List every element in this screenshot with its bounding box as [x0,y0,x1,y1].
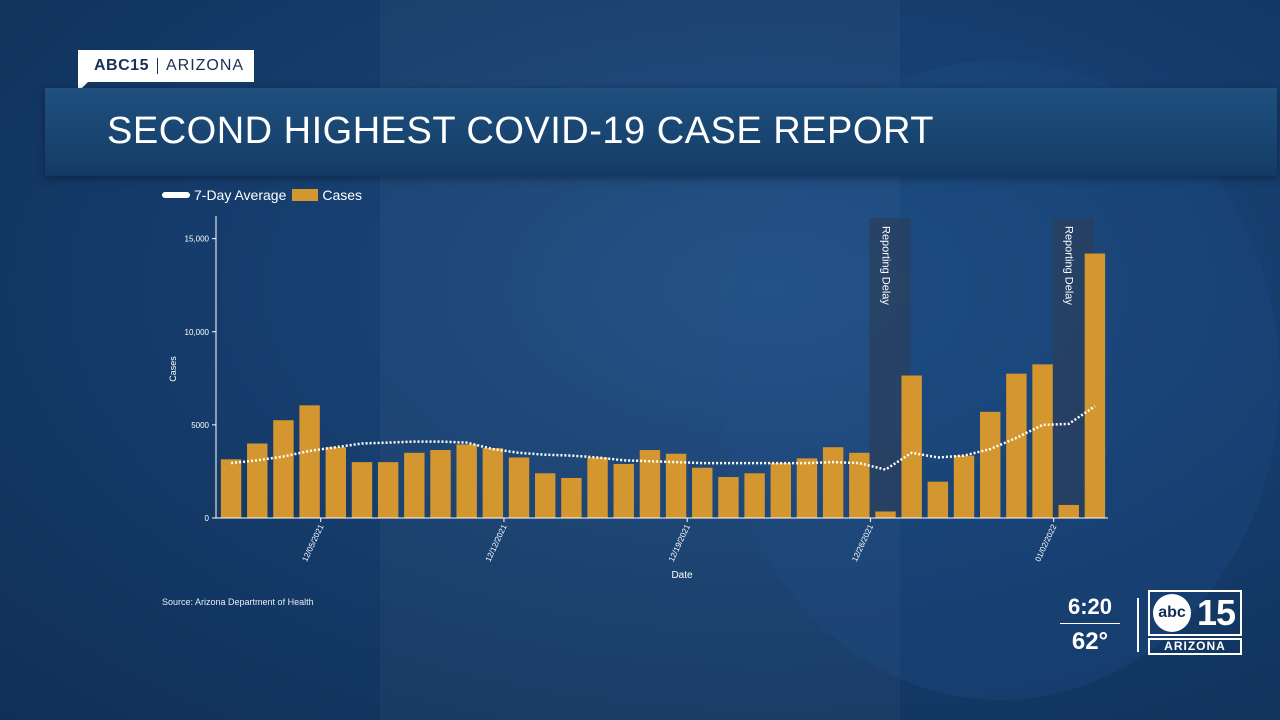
case-bar [561,477,582,518]
case-bar [404,452,425,518]
case-bar [430,450,451,518]
abc-logo-icon: abc [1153,594,1191,632]
case-bar [351,462,373,518]
clock-separator [1137,598,1139,652]
brand-tag: ABC15 ARIZONA [78,50,255,82]
case-bar [822,447,844,518]
x-axis-label: Date [671,570,693,581]
clock-widget: 6:20 62° [1060,594,1120,656]
reporting-delay-label: Reporting Delay [880,226,892,305]
case-bar [247,443,268,518]
x-tick-label: 01/02/2022 [1033,523,1058,564]
case-bar [482,448,504,518]
case-bar [692,467,713,518]
case-bar [770,463,792,518]
y-tick-label: 0 [205,514,210,523]
station-logo-mark: abc 15 [1148,590,1242,636]
brand-tag-notch [78,82,88,92]
brand-network: ABC15 [94,57,149,74]
case-bar [220,459,242,518]
y-axis-label: Cases [168,356,178,382]
clock-divider [1060,623,1120,624]
chart-area: Reporting Delay Reporting Delay 0 5000 10,00… [148,180,1128,615]
legend-bar-label: Cases [322,187,363,203]
brand-region: ARIZONA [165,57,245,74]
case-bar [508,457,530,518]
clock-temperature: 62° [1071,628,1109,655]
x-tick-label: 12/05/2021 [300,523,325,564]
case-bar [1032,364,1053,518]
case-bar [273,420,294,518]
case-bar [744,473,765,518]
headline: SECOND HIGHEST COVID-19 CASE REPORT [107,110,934,152]
case-bar [613,463,634,518]
case-bar [456,444,477,518]
case-bar [587,457,608,518]
x-tick-label: 12/26/2021 [850,523,875,564]
case-bar [901,375,922,518]
legend-bar-swatch [292,189,319,201]
chart-source: Source: Arizona Department of Health [162,597,314,607]
brand-separator [156,58,158,74]
y-tick-label: 10,000 [185,328,210,337]
reporting-delay-label: Reporting Delay [1063,226,1075,305]
case-bar [299,405,320,518]
case-bar [325,447,347,518]
case-bar [953,455,975,518]
station-number: 15 [1197,592,1236,633]
case-bar [639,450,661,518]
legend-line-label: 7-Day Average [194,187,287,203]
legend-line-swatch [162,192,190,198]
seven-day-average-line [230,405,1096,471]
case-bar [665,453,687,518]
cases-chart: Reporting Delay Reporting Delay 0 5000 10,00… [168,216,1108,581]
case-bar [1058,504,1079,518]
case-bar [1006,373,1027,518]
chart-legend: 7-Day Average Cases [162,187,362,203]
case-bar [927,481,949,518]
clock-time: 6:20 [1067,594,1113,619]
case-bar [1084,253,1106,518]
y-tick-label: 5000 [191,421,209,430]
case-bar [849,452,870,518]
x-tick-label: 12/19/2021 [667,523,692,564]
y-tick-label: 15,000 [185,235,210,244]
station-logo: abc 15 ARIZONA [1148,590,1242,655]
case-bar [718,477,739,518]
case-bar [979,411,1001,518]
case-bar [796,458,818,518]
x-tick-label: 12/12/2021 [484,523,509,564]
case-bar [377,462,399,518]
station-region: ARIZONA [1148,638,1242,655]
headline-bar: SECOND HIGHEST COVID-19 CASE REPORT [45,88,1277,176]
case-bar [875,511,896,518]
case-bar [534,473,556,518]
